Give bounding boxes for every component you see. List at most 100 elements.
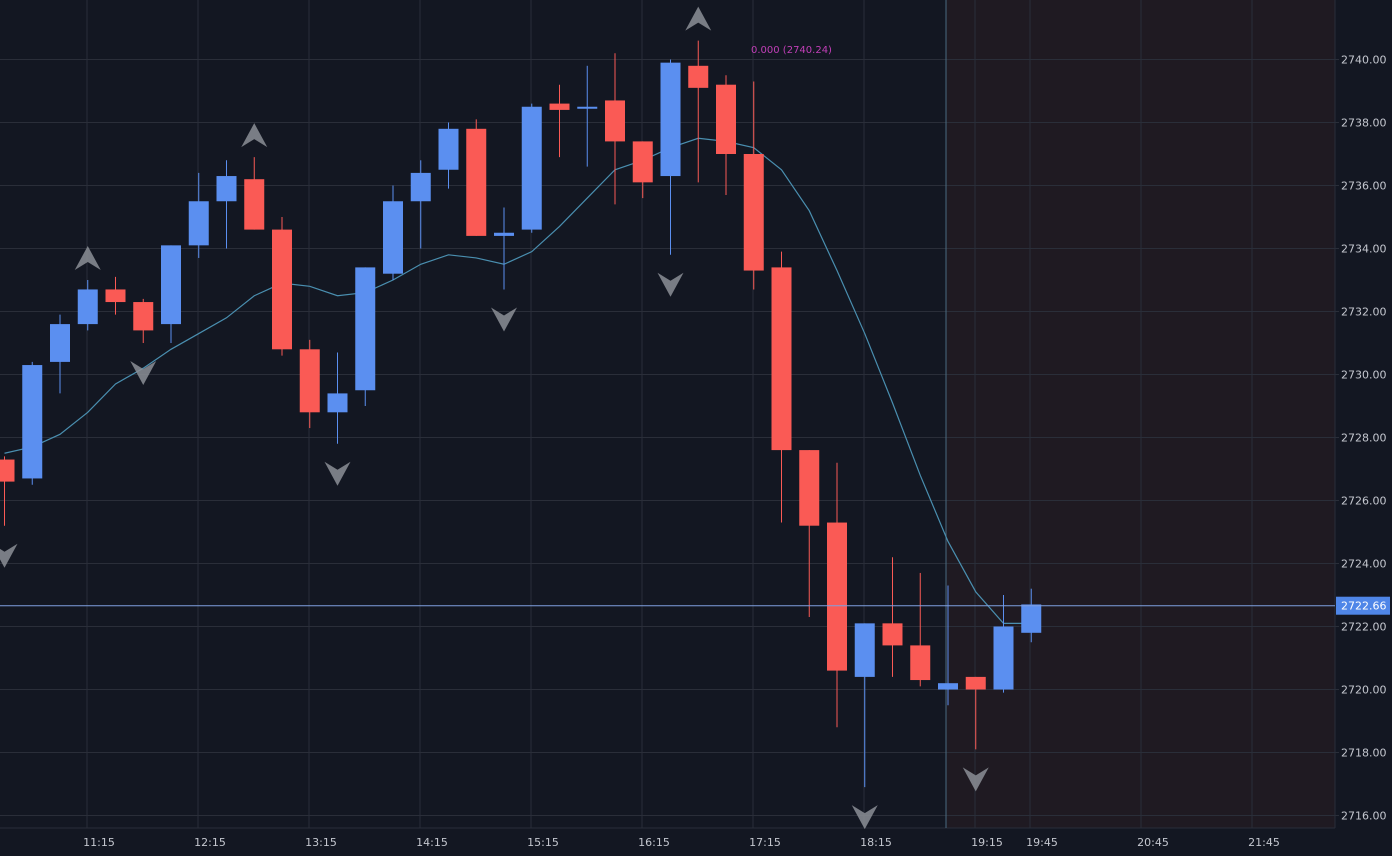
candle[interactable] [438, 122, 459, 189]
candle-body [438, 128, 459, 170]
candle-body [1021, 604, 1042, 633]
price-axis[interactable]: 2716.00 2718.00 2720.00 2722.00 2724.00 2726.… [1335, 54, 1387, 823]
candles-layer[interactable] [0, 40, 1042, 788]
candle[interactable] [133, 298, 154, 343]
candle[interactable] [993, 595, 1014, 693]
x-tick-label: 16:15 [638, 836, 670, 849]
candle-body [494, 232, 514, 236]
candle-body [910, 645, 931, 681]
candle[interactable] [0, 456, 15, 526]
candle[interactable] [383, 185, 403, 281]
candle[interactable] [827, 462, 847, 728]
x-tick-label: 19:15 [971, 836, 1003, 849]
candle[interactable] [799, 450, 820, 618]
candle[interactable] [244, 157, 265, 230]
candle-body [299, 349, 320, 413]
candle[interactable] [327, 352, 348, 444]
candle-body [383, 201, 403, 274]
arrow-down-marker [491, 307, 517, 332]
candle[interactable] [771, 251, 792, 523]
arrow-down-marker [0, 543, 18, 568]
arrow-up-marker [241, 123, 268, 148]
candle-body [244, 179, 265, 230]
candle-body [466, 128, 487, 236]
candle-body [549, 103, 570, 110]
candle[interactable] [605, 53, 625, 205]
fib-level-label: 0.000 (2740.24) [751, 45, 832, 56]
candle[interactable] [632, 141, 653, 199]
candle-body [22, 365, 43, 479]
candle-body [938, 683, 958, 690]
y-tick-label: 2722.00 [1341, 621, 1387, 634]
arrow-down-marker [851, 805, 878, 830]
candle-body [660, 62, 681, 177]
candle[interactable] [688, 40, 709, 183]
candle[interactable] [494, 207, 514, 290]
candle[interactable] [521, 103, 542, 233]
candle-body [0, 459, 15, 482]
candle[interactable] [660, 59, 681, 255]
candle-body [716, 84, 736, 154]
candle-body [521, 106, 542, 230]
y-tick-label: 2740.00 [1341, 54, 1387, 67]
candle-body [771, 267, 792, 451]
candle-body [161, 245, 181, 325]
candle[interactable] [105, 276, 126, 315]
candle[interactable] [965, 676, 986, 750]
candle[interactable] [410, 160, 431, 249]
candle[interactable] [549, 84, 570, 158]
y-tick-label: 2720.00 [1341, 684, 1387, 697]
candle-body [882, 623, 903, 646]
y-tick-label: 2736.00 [1341, 180, 1387, 193]
candle-body [410, 172, 431, 202]
candle[interactable] [716, 75, 736, 195]
candle[interactable] [161, 245, 181, 343]
candle[interactable] [77, 280, 98, 331]
candle-body [577, 106, 598, 109]
y-tick-label: 2730.00 [1341, 369, 1387, 382]
candle[interactable] [188, 172, 209, 258]
candle[interactable] [854, 623, 875, 788]
candle[interactable] [466, 119, 487, 236]
candle[interactable] [577, 65, 598, 167]
x-tick-label: 14:15 [416, 836, 448, 849]
y-tick-label: 2728.00 [1341, 432, 1387, 445]
candle-body [355, 267, 376, 391]
candle-body [605, 100, 625, 142]
current-price-tag-bg [1336, 596, 1390, 615]
arrow-down-marker [130, 361, 157, 385]
arrow-down-marker [962, 767, 989, 792]
current-price-label: 2722.66 [1341, 600, 1387, 613]
x-tick-label: 19:45 [1026, 836, 1058, 849]
candle-body [272, 229, 292, 350]
candle[interactable] [22, 361, 43, 485]
y-tick-label: 2716.00 [1341, 810, 1387, 823]
time-axis[interactable]: 11:15 12:15 13:15 14:15 15:15 16:15 17:15 18:15… [83, 836, 1280, 849]
candle-body [799, 450, 820, 526]
candle[interactable] [355, 267, 376, 406]
candle-body [965, 676, 986, 690]
y-tick-label: 2738.00 [1341, 117, 1387, 130]
signal-markers-layer [0, 6, 989, 830]
arrow-up-marker [685, 6, 712, 31]
candle-body [216, 176, 237, 202]
candle[interactable] [299, 339, 320, 429]
x-tick-label: 13:15 [305, 836, 337, 849]
candle[interactable] [272, 217, 292, 356]
candle-body [133, 302, 154, 331]
moving-average-line [4, 137, 1032, 624]
candle-body [632, 141, 653, 183]
candle[interactable] [1021, 588, 1042, 643]
candle[interactable] [216, 160, 237, 249]
x-tick-label: 20:45 [1137, 836, 1169, 849]
candle[interactable] [743, 81, 764, 290]
candle-body [188, 201, 209, 246]
candle[interactable] [50, 314, 70, 394]
candle[interactable] [910, 572, 931, 687]
candle[interactable] [882, 557, 903, 677]
candle-body [743, 154, 764, 271]
y-tick-label: 2734.00 [1341, 243, 1387, 256]
x-tick-label: 12:15 [194, 836, 226, 849]
